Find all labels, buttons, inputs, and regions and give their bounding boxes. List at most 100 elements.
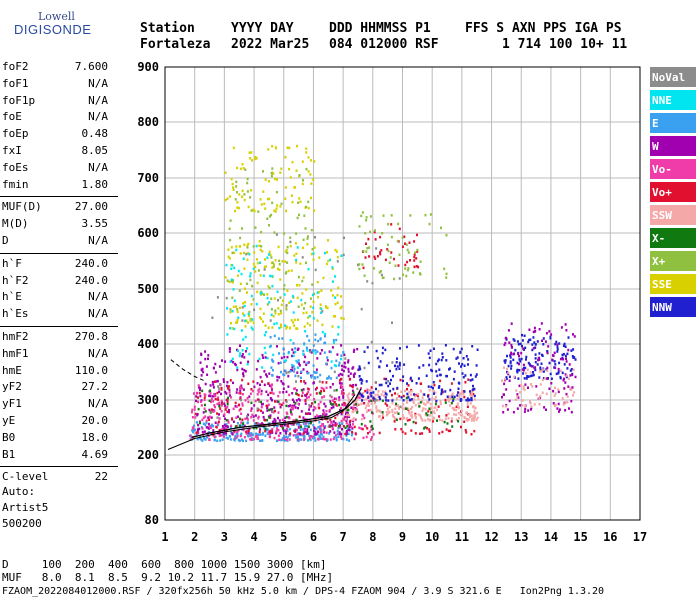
echo-point [296, 392, 299, 396]
echo-point [385, 381, 388, 385]
echo-point [221, 431, 224, 435]
echo-point [393, 277, 396, 281]
echo-point [254, 425, 257, 428]
echo-point [392, 413, 394, 417]
echo-point [231, 357, 234, 361]
echo-point [260, 405, 263, 409]
echo-point [417, 413, 420, 416]
echo-point [227, 387, 230, 390]
echo-point [554, 363, 557, 366]
echo-point [277, 411, 280, 414]
echo-point [237, 438, 240, 442]
echo-point [449, 429, 452, 433]
echo-point [270, 297, 273, 300]
echo-point [413, 394, 416, 398]
echo-point [263, 426, 266, 430]
echo-point [312, 317, 315, 320]
echo-point [470, 398, 473, 402]
echo-point [333, 341, 335, 344]
legend-label: E [652, 117, 659, 130]
echo-point [373, 267, 376, 270]
echo-point [413, 398, 416, 401]
echo-point [282, 347, 285, 350]
echo-point [556, 348, 559, 351]
echo-point [232, 420, 235, 423]
echo-point [228, 257, 231, 260]
echo-point [350, 406, 353, 409]
echo-point [329, 418, 332, 422]
echo-point [342, 317, 345, 321]
echo-point [350, 433, 353, 437]
echo-point [512, 358, 515, 362]
echo-point [285, 435, 288, 438]
echo-point [246, 291, 248, 294]
x-tick-label: 17 [633, 530, 647, 544]
echo-point [370, 391, 373, 395]
echo-point [264, 207, 267, 210]
echo-point [247, 314, 250, 317]
echo-point [525, 377, 528, 380]
echo-point [358, 365, 361, 368]
echo-point [414, 412, 417, 416]
echo-point [261, 380, 263, 383]
echo-point [238, 391, 241, 395]
echo-point [352, 408, 355, 412]
echo-point [504, 341, 507, 345]
echo-point [232, 288, 235, 291]
echo-point [458, 362, 460, 365]
param-separator [0, 252, 118, 254]
echo-point [469, 415, 471, 419]
echo-point [395, 404, 398, 408]
echo-point [316, 291, 319, 294]
echo-point [226, 406, 229, 409]
echo-point [241, 424, 244, 427]
echo-point [410, 429, 413, 432]
echo-point [561, 397, 564, 400]
echo-point [200, 399, 203, 402]
echo-point [572, 368, 575, 372]
echo-point [250, 407, 253, 410]
echo-point [234, 198, 237, 201]
echo-point [225, 426, 227, 430]
echo-point [276, 424, 279, 427]
echo-point [259, 422, 262, 426]
echo-point [274, 311, 277, 315]
echo-point [533, 403, 536, 406]
echo-point [368, 255, 371, 258]
echo-point [244, 168, 247, 171]
echo-point [260, 400, 262, 404]
echo-point [565, 392, 568, 396]
echo-point [243, 314, 246, 317]
echo-point [419, 432, 422, 435]
echo-point [286, 412, 289, 415]
echo-point [300, 376, 302, 380]
echo-point [293, 404, 296, 407]
echo-point [437, 358, 440, 361]
echo-point [346, 412, 349, 415]
echo-point [266, 375, 269, 378]
echo-point [565, 357, 567, 360]
echo-point [445, 276, 448, 279]
echo-point [558, 342, 561, 345]
echo-point [218, 434, 221, 438]
echo-point [367, 409, 370, 412]
echo-point [374, 393, 377, 397]
echo-point [213, 438, 216, 442]
echo-point [391, 408, 394, 412]
echo-point [244, 287, 246, 290]
echo-point [437, 386, 440, 389]
extrapolated-trace [170, 359, 204, 381]
echo-point [542, 337, 545, 340]
echo-point [315, 427, 318, 431]
echo-point [340, 392, 343, 395]
echo-point [298, 174, 301, 177]
echo-point [258, 387, 261, 391]
echo-point [532, 330, 535, 334]
echo-point [283, 232, 286, 235]
echo-point [202, 370, 205, 374]
echo-point [218, 413, 220, 416]
echo-point [555, 372, 558, 376]
echo-point [304, 355, 307, 359]
echo-point [265, 404, 268, 408]
echo-point [394, 264, 397, 267]
